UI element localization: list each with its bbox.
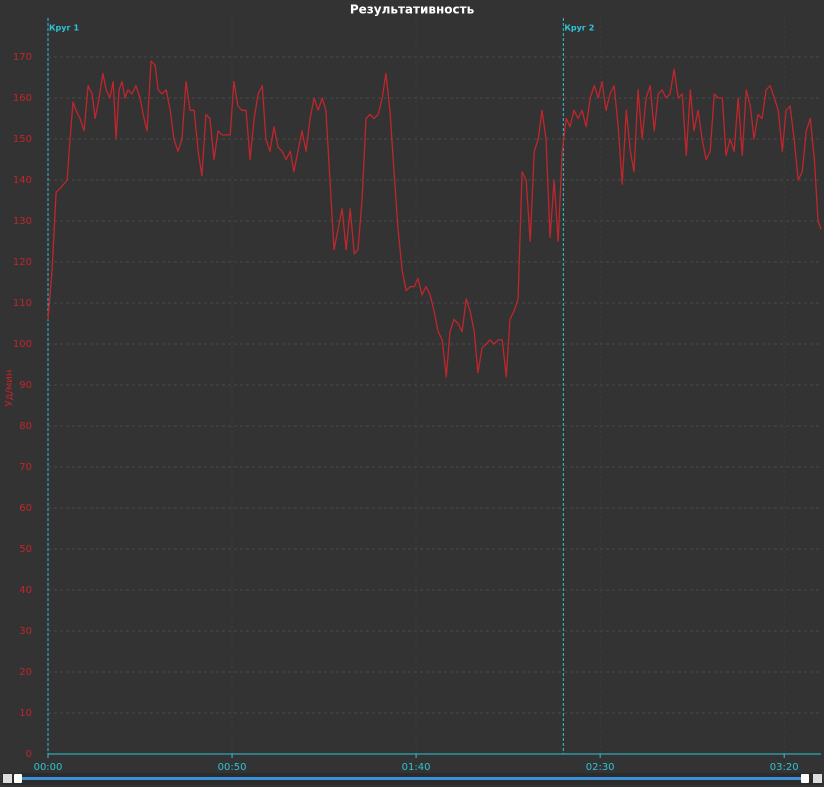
y-tick-label: 80 (19, 421, 32, 432)
y-tick-label: 90 (19, 380, 32, 391)
y-tick-label: 70 (19, 462, 32, 473)
y-tick-label: 120 (13, 257, 32, 268)
scroll-handle-right[interactable] (801, 774, 809, 783)
lap-label: Круг 1 (49, 24, 79, 33)
scroll-handle-left[interactable] (14, 774, 22, 783)
chart-title: Результативность (350, 3, 475, 17)
x-tick-label: 00:50 (218, 762, 247, 773)
y-tick-label: 140 (13, 175, 32, 186)
y-tick-label: 160 (13, 93, 32, 104)
scrollbar-thumb[interactable] (18, 777, 806, 780)
y-tick-label: 10 (19, 708, 32, 719)
data-line (47, 60, 822, 378)
y-tick-label: 0 (26, 749, 32, 760)
scroll-right-button[interactable] (813, 774, 822, 783)
y-axis-title: Уд/мин (4, 370, 15, 407)
y-tick-label: 110 (13, 298, 32, 309)
x-tick-label: 01:40 (402, 762, 431, 773)
scroll-left-button[interactable] (3, 774, 12, 783)
y-tick-label: 100 (13, 339, 32, 350)
y-tick-label: 150 (13, 134, 32, 145)
y-tick-label: 170 (13, 52, 32, 63)
x-tick-label: 00:00 (34, 762, 63, 773)
y-tick-label: 60 (19, 503, 32, 514)
y-tick-label: 40 (19, 585, 32, 596)
scrollbar[interactable] (2, 773, 822, 785)
x-tick-label: 02:30 (586, 762, 615, 773)
y-tick-label: 20 (19, 667, 32, 678)
y-tick-label: 30 (19, 626, 32, 637)
x-tick-label: 03:20 (770, 762, 799, 773)
y-tick-label: 50 (19, 544, 32, 555)
lap-label: Круг 2 (564, 24, 594, 33)
y-tick-label: 130 (13, 216, 32, 227)
